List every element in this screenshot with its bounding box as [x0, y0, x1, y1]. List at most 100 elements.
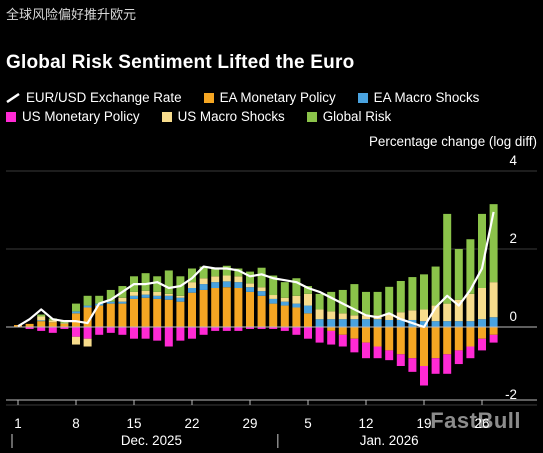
x-tick-label: 5 [304, 416, 311, 431]
bar-us-monetary-policy [338, 334, 347, 347]
bar-ea-macro-shocks [431, 321, 440, 327]
bar-ea-monetary-policy [211, 288, 220, 327]
bar-us-macro-shocks [141, 290, 150, 295]
bar-ea-monetary-policy [164, 299, 173, 327]
bar-global-risk [234, 268, 243, 277]
bar-us-monetary-policy [396, 354, 405, 366]
legend-item-global-risk: Global Risk [306, 109, 391, 124]
bar-ea-monetary-policy [199, 289, 208, 327]
eurusd-line [17, 211, 495, 329]
bar-ea-monetary-policy [37, 321, 46, 327]
bar-us-macro-shocks [408, 310, 417, 320]
bar-us-macro-shocks [466, 293, 475, 322]
bar-ea-monetary-policy [454, 327, 463, 351]
legend-item-eurusd: EUR/USD Exchange Rate [6, 90, 182, 105]
bar-global-risk [164, 270, 173, 294]
legend-label: US Monetary Policy [22, 109, 140, 124]
x-tick-label: 29 [243, 416, 258, 431]
bar-us-macro-shocks [48, 320, 57, 323]
bar-ea-monetary-policy [373, 327, 382, 347]
bar-global-risk [304, 286, 312, 294]
bar-us-macro-shocks [60, 323, 69, 324]
bar-ea-monetary-policy [188, 292, 196, 327]
bar-ea-monetary-policy [420, 327, 428, 366]
bar-ea-macro-shocks [234, 282, 243, 288]
bar-ea-monetary-policy [153, 298, 162, 327]
bar-ea-macro-shocks [292, 303, 301, 308]
bar-ea-monetary-policy [246, 291, 254, 327]
bar-ea-macro-shocks [246, 287, 254, 292]
bar-us-macro-shocks [315, 309, 324, 320]
bar-ea-macro-shocks [338, 319, 347, 327]
bar-global-risk [350, 284, 359, 316]
bar-ea-macro-shocks [304, 305, 312, 314]
bar-ea-macro-shocks [211, 282, 220, 288]
swatch-icon [306, 111, 317, 122]
bar-us-macro-shocks [431, 305, 440, 322]
bar-us-monetary-policy [95, 327, 104, 335]
bar-us-macro-shocks [478, 288, 486, 320]
bar-ea-macro-shocks [350, 319, 359, 327]
bar-us-monetary-policy [72, 327, 80, 337]
bar-global-risk [431, 266, 440, 306]
bar-ea-macro-shocks [327, 319, 336, 327]
bar-ea-monetary-policy [234, 288, 243, 327]
bar-global-risk [153, 276, 162, 292]
x-tick-label: 26 [475, 416, 490, 431]
bar-us-monetary-policy [408, 358, 417, 372]
x-tick-label: 22 [185, 416, 200, 431]
bar-ea-monetary-policy [280, 305, 289, 327]
bar-global-risk [280, 282, 289, 298]
bar-ea-monetary-policy [466, 327, 475, 347]
bar-global-risk [222, 265, 231, 276]
bar-global-risk [408, 277, 417, 311]
bar-ea-macro-shocks [176, 297, 185, 302]
bar-us-monetary-policy [234, 327, 243, 331]
bar-us-macro-shocks [362, 315, 370, 320]
bar-global-risk [466, 239, 475, 294]
bar-us-monetary-policy [106, 327, 115, 333]
bar-us-macro-shocks [188, 282, 196, 288]
bar-us-macro-shocks [292, 295, 301, 304]
bar-ea-monetary-policy [362, 327, 370, 343]
bar-global-risk [188, 268, 196, 283]
bar-ea-macro-shocks [466, 321, 475, 327]
x-tick-label: 1 [14, 416, 21, 431]
chart-title: Global Risk Sentiment Lifted the Euro [6, 52, 355, 73]
bar-us-monetary-policy [246, 327, 254, 329]
bar-us-monetary-policy [350, 338, 359, 353]
y-tick-label: 4 [510, 153, 518, 168]
bar-us-monetary-policy [211, 327, 220, 331]
bar-ea-monetary-policy [431, 327, 440, 359]
bar-us-monetary-policy [83, 327, 92, 339]
y-tick-label: -2 [505, 387, 517, 402]
legend-label: EA Macro Shocks [373, 90, 480, 105]
bar-ea-monetary-policy [60, 323, 69, 327]
bar-ea-macro-shocks [385, 319, 394, 327]
bar-us-macro-shocks [396, 312, 405, 320]
legend-item-us-monetary: US Monetary Policy [6, 109, 140, 124]
swatch-icon [6, 111, 16, 122]
legend-label: EA Monetary Policy [219, 90, 336, 105]
swatch-icon [203, 92, 214, 103]
bar-us-monetary-policy [443, 354, 452, 374]
bar-global-risk [106, 289, 115, 302]
bar-ea-monetary-policy [443, 327, 452, 355]
swatch-icon [357, 92, 368, 103]
bar-global-risk [385, 286, 394, 315]
bar-us-macro-shocks [304, 293, 312, 306]
bar-global-risk [269, 275, 278, 296]
x-tick-label: 19 [417, 416, 432, 431]
bar-us-monetary-policy [25, 327, 34, 329]
bar-us-monetary-policy [292, 327, 301, 335]
bar-ea-macro-shocks [188, 288, 196, 293]
bar-ea-monetary-policy [478, 327, 486, 339]
bar-us-monetary-policy [420, 366, 428, 386]
bar-us-monetary-policy [362, 342, 370, 359]
bar-ea-monetary-policy [327, 327, 336, 331]
bar-us-macro-shocks [153, 291, 162, 296]
bar-us-monetary-policy [118, 327, 127, 335]
x-tick-label: 8 [72, 416, 79, 431]
legend-label: US Macro Shocks [177, 109, 285, 124]
